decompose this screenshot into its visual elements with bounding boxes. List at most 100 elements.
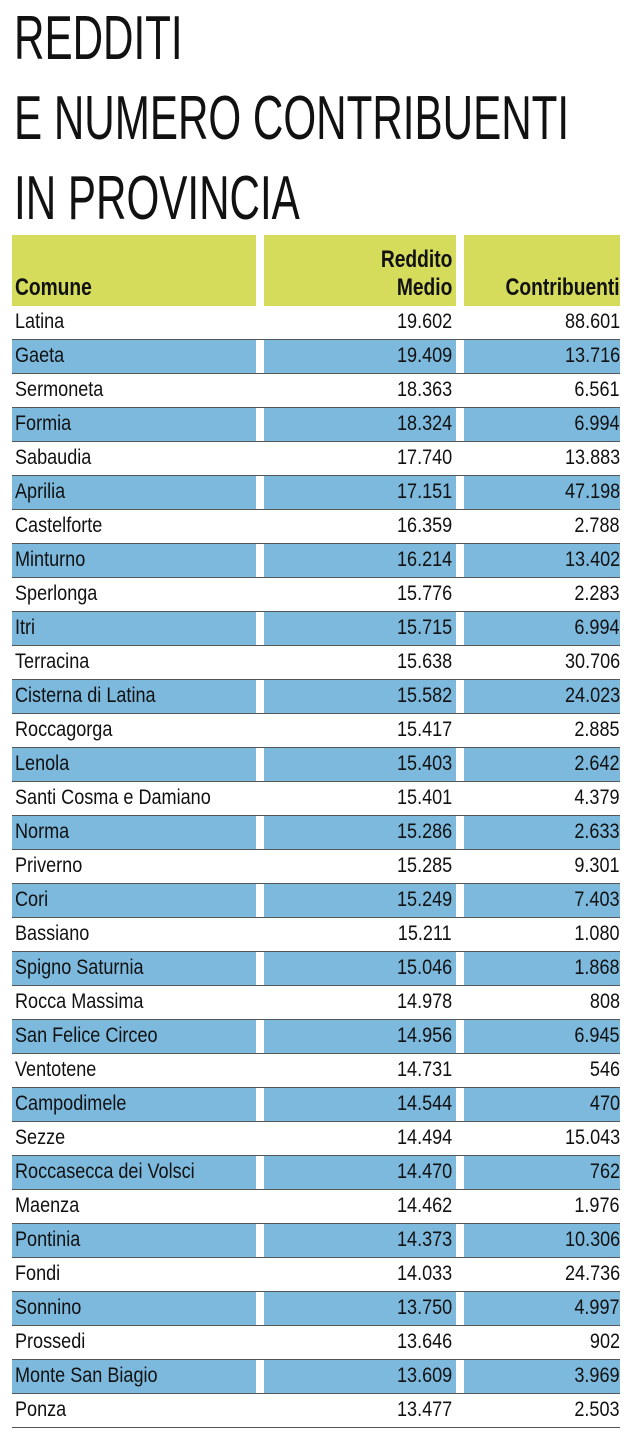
table-row: Priverno 15.285 9.301 (12, 850, 620, 884)
cell-comune-text: Santi Cosma e Damiano (15, 786, 211, 809)
cell-comune: Roccasecca dei Volsci (12, 1156, 256, 1189)
cell-comune: Sezze (12, 1122, 256, 1155)
cell-reddito-medio-text: 15.638 (396, 650, 452, 673)
cell-contribuenti: 7.403 (464, 884, 620, 917)
cell-reddito-medio-text: 16.214 (396, 548, 452, 571)
table-row: Ponza 13.477 2.503 (12, 1394, 620, 1428)
table-row: Lenola 15.403 2.642 (12, 748, 620, 782)
cell-contribuenti-text: 13.402 (564, 548, 620, 571)
cell-contribuenti: 30.706 (464, 646, 620, 679)
cell-contribuenti: 902 (464, 1326, 620, 1359)
table-row: Sabaudia 17.740 13.883 (12, 442, 620, 476)
cell-reddito-medio-text: 14.544 (396, 1092, 452, 1115)
cell-comune-text: Sabaudia (15, 446, 92, 469)
cell-reddito-medio: 13.477 (264, 1394, 456, 1427)
cell-contribuenti-text: 6.994 (574, 412, 620, 435)
cell-contribuenti: 6.994 (464, 612, 620, 645)
cell-contribuenti-text: 24.023 (564, 684, 620, 707)
cell-reddito-medio: 15.046 (264, 952, 456, 985)
cell-reddito-medio-text: 15.211 (398, 922, 452, 945)
cell-reddito-medio-text: 18.363 (396, 378, 452, 401)
cell-reddito-medio: 14.544 (264, 1088, 456, 1121)
table-row: Aprilia 17.151 47.198 (12, 476, 620, 510)
cell-comune-text: Itri (15, 616, 36, 639)
table-row: Fondi 14.033 24.736 (12, 1258, 620, 1292)
cell-comune-text: Spigno Saturnia (15, 956, 144, 979)
cell-reddito-medio: 15.582 (264, 680, 456, 713)
header-reddito-medio: Reddito Medio (264, 235, 456, 306)
cell-comune-text: Rocca Massima (15, 990, 144, 1013)
table-row: Roccasecca dei Volsci 14.470 762 (12, 1156, 620, 1190)
cell-comune-text: Maenza (15, 1194, 80, 1217)
cell-reddito-medio-text: 17.151 (396, 480, 452, 503)
table-row: Campodimele 14.544 470 (12, 1088, 620, 1122)
cell-reddito-medio-text: 14.470 (396, 1160, 452, 1183)
cell-reddito-medio: 15.776 (264, 578, 456, 611)
table-row: Minturno 16.214 13.402 (12, 544, 620, 578)
table-row: Prossedi 13.646 902 (12, 1326, 620, 1360)
cell-contribuenti: 15.043 (464, 1122, 620, 1155)
cell-reddito-medio-text: 13.750 (396, 1296, 452, 1319)
cell-contribuenti: 88.601 (464, 306, 620, 339)
table-row: Castelforte 16.359 2.788 (12, 510, 620, 544)
cell-reddito-medio: 14.470 (264, 1156, 456, 1189)
cell-reddito-medio: 18.363 (264, 374, 456, 407)
cell-reddito-medio: 16.359 (264, 510, 456, 543)
cell-reddito-medio: 14.462 (264, 1190, 456, 1223)
table-row: Pontinia 14.373 10.306 (12, 1224, 620, 1258)
table-row: Formia 18.324 6.994 (12, 408, 620, 442)
cell-contribuenti: 24.736 (464, 1258, 620, 1291)
cell-contribuenti-text: 1.976 (574, 1194, 620, 1217)
cell-reddito-medio: 14.731 (264, 1054, 456, 1087)
cell-comune: Monte San Biagio (12, 1360, 256, 1393)
cell-comune: Roccagorga (12, 714, 256, 747)
cell-comune: Fondi (12, 1258, 256, 1291)
cell-comune: Prossedi (12, 1326, 256, 1359)
cell-reddito-medio-text: 17.740 (396, 446, 452, 469)
cell-reddito-medio: 15.401 (264, 782, 456, 815)
cell-contribuenti: 6.561 (464, 374, 620, 407)
cell-comune-text: Roccagorga (15, 718, 113, 741)
cell-reddito-medio: 14.494 (264, 1122, 456, 1155)
cell-comune: Gaeta (12, 340, 256, 373)
cell-contribuenti: 808 (464, 986, 620, 1019)
cell-reddito-medio: 13.750 (264, 1292, 456, 1325)
table-row: Sezze 14.494 15.043 (12, 1122, 620, 1156)
cell-comune-text: Prossedi (15, 1330, 86, 1353)
cell-contribuenti: 10.306 (464, 1224, 620, 1257)
cell-comune: Spigno Saturnia (12, 952, 256, 985)
table-row: Sperlonga 15.776 2.283 (12, 578, 620, 612)
table-row: Cori 15.249 7.403 (12, 884, 620, 918)
title-line-2: E NUMERO CONTRIBUENTI (14, 84, 570, 153)
cell-comune: Latina (12, 306, 256, 339)
cell-contribuenti: 2.633 (464, 816, 620, 849)
cell-contribuenti-text: 2.503 (574, 1398, 620, 1421)
cell-reddito-medio-text: 14.033 (396, 1262, 452, 1285)
cell-comune-text: Sermoneta (15, 378, 104, 401)
cell-contribuenti: 13.883 (464, 442, 620, 475)
cell-contribuenti: 4.997 (464, 1292, 620, 1325)
cell-comune-text: Roccasecca dei Volsci (15, 1160, 195, 1183)
cell-contribuenti-text: 2.283 (574, 582, 620, 605)
cell-comune-text: Formia (15, 412, 72, 435)
cell-reddito-medio: 15.417 (264, 714, 456, 747)
cell-reddito-medio: 19.602 (264, 306, 456, 339)
cell-comune-text: Castelforte (15, 514, 103, 537)
cell-comune-text: Aprilia (15, 480, 66, 503)
cell-comune: Lenola (12, 748, 256, 781)
cell-comune-text: Minturno (15, 548, 86, 571)
cell-reddito-medio: 15.211 (264, 918, 456, 951)
title-line-1: REDDITI (14, 4, 183, 73)
cell-comune-text: Sperlonga (15, 582, 98, 605)
header-comune: Comune (12, 235, 256, 306)
cell-contribuenti: 9.301 (464, 850, 620, 883)
cell-contribuenti: 24.023 (464, 680, 620, 713)
table-row: Sonnino 13.750 4.997 (12, 1292, 620, 1326)
cell-contribuenti-text: 762 (589, 1160, 620, 1183)
cell-contribuenti: 470 (464, 1088, 620, 1121)
cell-reddito-medio-text: 13.609 (396, 1364, 452, 1387)
cell-contribuenti-text: 6.561 (574, 378, 620, 401)
cell-contribuenti: 762 (464, 1156, 620, 1189)
cell-contribuenti-text: 2.642 (574, 752, 620, 775)
cell-reddito-medio: 15.285 (264, 850, 456, 883)
